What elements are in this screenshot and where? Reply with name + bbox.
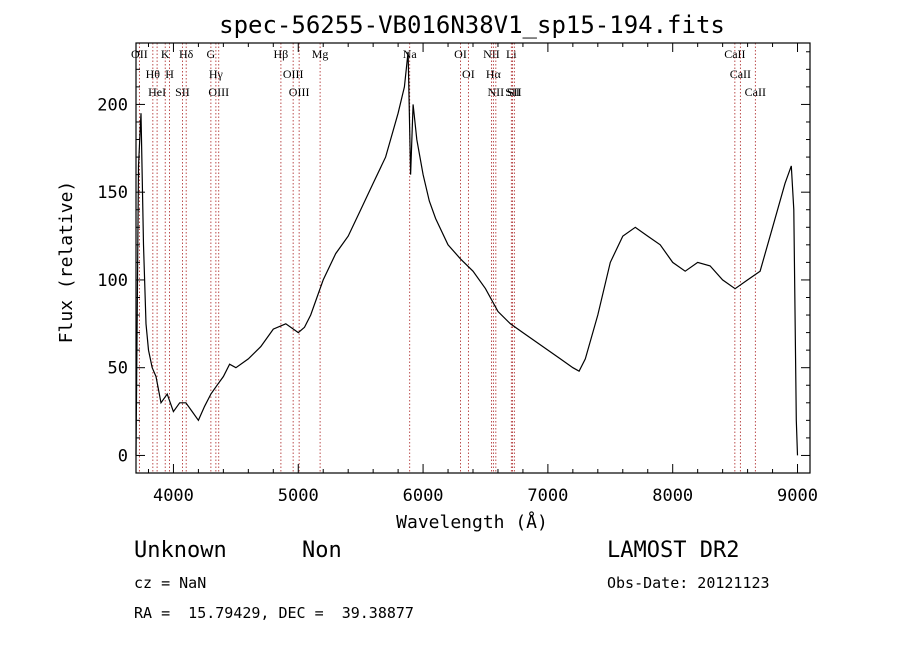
x-axis-ticks: 4000 5000 6000 7000 8000 9000 bbox=[147, 43, 818, 506]
x-tick-label: 9000 bbox=[777, 486, 818, 506]
line-label-caii: CaII bbox=[745, 85, 766, 99]
redshift-value: cz = NaN bbox=[134, 574, 207, 592]
line-label-mg: Mg bbox=[312, 47, 329, 61]
x-tick-label: 8000 bbox=[652, 486, 693, 506]
line-label-sii: SII bbox=[505, 85, 520, 99]
line-label-oi: OI bbox=[462, 67, 475, 81]
y-axis-ticks: 0 50 100 150 200 bbox=[97, 51, 810, 466]
y-tick-label: 0 bbox=[118, 446, 128, 466]
line-label-k: K bbox=[161, 47, 170, 61]
line-label-caii: CaII bbox=[730, 67, 751, 81]
line-label-oiii: OIII bbox=[283, 67, 304, 81]
chart-title: spec-56255-VB016N38V1_sp15-194.fits bbox=[219, 11, 725, 39]
line-label-oii: OII bbox=[131, 47, 148, 61]
survey-name: LAMOST DR2 bbox=[607, 538, 740, 563]
x-axis-label: Wavelength (Å) bbox=[396, 511, 548, 533]
line-label-g: G bbox=[207, 47, 216, 61]
y-tick-label: 200 bbox=[97, 95, 128, 115]
observation-date: Obs-Date: 20121123 bbox=[607, 574, 770, 592]
line-label-hδ: Hδ bbox=[179, 47, 194, 61]
x-tick-label: 6000 bbox=[403, 486, 444, 506]
line-label-oiii: OIII bbox=[208, 85, 229, 99]
line-label-hθ: Hθ bbox=[146, 67, 161, 81]
x-tick-label: 5000 bbox=[278, 486, 319, 506]
line-label-hβ: Hβ bbox=[274, 47, 289, 61]
y-axis-label: Flux (relative) bbox=[56, 181, 77, 344]
line-label-nii: NII bbox=[483, 47, 500, 61]
line-label-hα: Hα bbox=[486, 67, 502, 81]
line-label-h: H bbox=[165, 67, 174, 81]
object-class: Unknown bbox=[134, 538, 227, 563]
line-label-nii: NII bbox=[488, 85, 505, 99]
line-label-sii: SII bbox=[175, 85, 190, 99]
x-tick-label: 4000 bbox=[153, 486, 194, 506]
y-tick-label: 100 bbox=[97, 271, 128, 291]
spectrum-line bbox=[135, 51, 799, 456]
line-label-li: Li bbox=[506, 47, 517, 61]
line-label-na: Na bbox=[403, 47, 418, 61]
line-label-oiii: OIII bbox=[289, 85, 310, 99]
line-label-sii: SII bbox=[507, 85, 522, 99]
object-subclass: Non bbox=[302, 538, 342, 563]
line-label-hγ: Hγ bbox=[209, 67, 224, 81]
line-label-oi: OI bbox=[454, 47, 467, 61]
x-tick-label: 7000 bbox=[527, 486, 568, 506]
y-tick-label: 50 bbox=[108, 359, 128, 379]
line-label-hei: HeI bbox=[148, 85, 166, 99]
coordinates: RA = 15.79429, DEC = 39.38877 bbox=[134, 604, 414, 622]
y-tick-label: 150 bbox=[97, 183, 128, 203]
plot-frame bbox=[135, 42, 811, 474]
line-label-caii: CaII bbox=[724, 47, 745, 61]
